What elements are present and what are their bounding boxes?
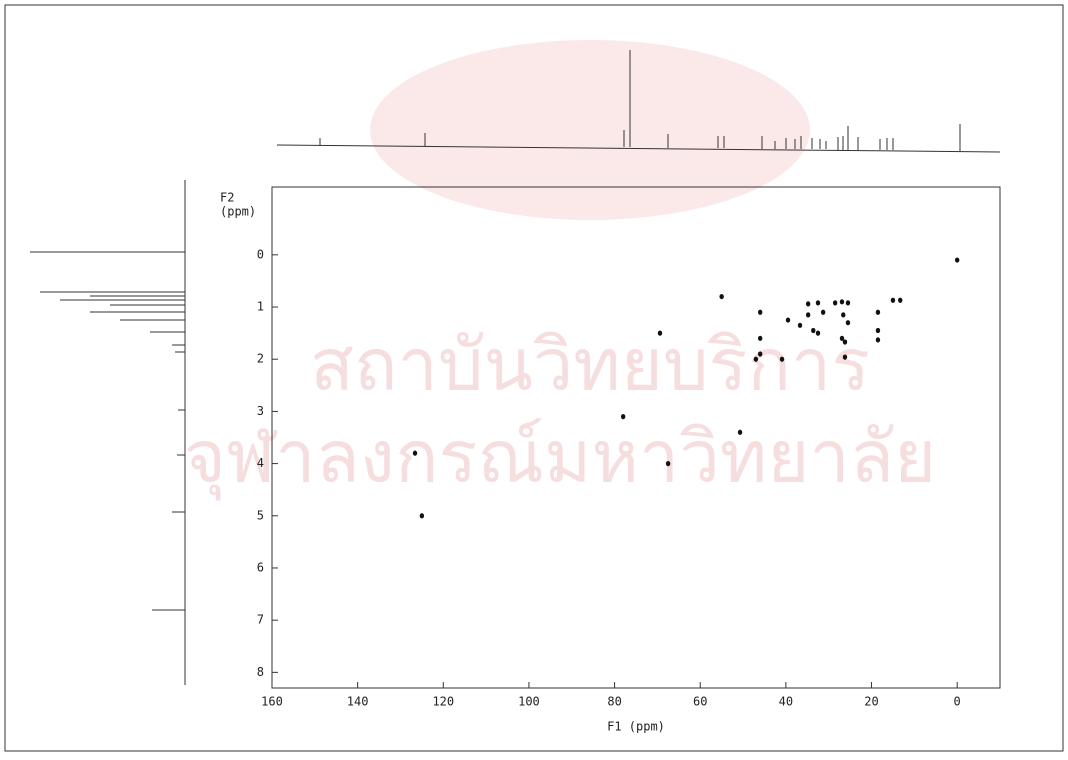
x-tick-label: 40 — [779, 695, 793, 709]
x-tick-label: 100 — [518, 695, 540, 709]
left-projection — [30, 180, 186, 685]
cross-peak — [805, 312, 811, 318]
y-tick-label: 4 — [257, 456, 264, 470]
top-projection — [276, 50, 1001, 153]
cross-peak — [875, 309, 881, 315]
watermark: จุฬาลงกรณ์มหาวิทยาลัย — [184, 415, 936, 501]
y-axis-label: F2 — [220, 191, 234, 205]
cross-peak — [845, 320, 851, 326]
cross-peak — [890, 297, 896, 303]
cross-peak — [805, 301, 811, 307]
x-tick-label: 160 — [261, 695, 283, 709]
cross-peak — [841, 312, 846, 318]
cross-peak — [845, 300, 851, 306]
x-tick-label: 140 — [347, 695, 369, 709]
plot-frame — [271, 186, 1001, 689]
cross-peak — [842, 339, 848, 345]
cross-peak — [757, 335, 763, 341]
y-tick-label: 3 — [257, 404, 264, 418]
cross-peak — [898, 297, 903, 303]
y-tick-label: 7 — [257, 613, 264, 627]
cross-peak — [820, 309, 826, 315]
y-tick-label: 2 — [257, 352, 264, 366]
cross-peak — [797, 322, 803, 328]
cross-peak — [811, 327, 816, 334]
cross-peak — [719, 293, 724, 300]
x-axis-label: F1 (ppm) — [607, 720, 665, 734]
cross-peak — [737, 429, 743, 435]
cross-peak — [419, 513, 425, 519]
y-tick-label: 8 — [257, 665, 264, 679]
x-tick-label: 120 — [432, 695, 454, 709]
cross-peak — [839, 335, 845, 341]
cross-peak — [954, 257, 960, 263]
x-tick-label: 80 — [607, 695, 621, 709]
x-tick-label: 20 — [864, 695, 878, 709]
y-tick-label: 0 — [257, 247, 264, 261]
cross-peak — [815, 300, 821, 306]
cross-peak — [875, 327, 881, 334]
watermark: สถาบันวิทยบริการ — [310, 323, 870, 407]
cross-peak — [839, 299, 845, 305]
cross-peak — [657, 330, 663, 336]
y-tick-label: 5 — [257, 508, 264, 522]
cross-peak — [757, 351, 763, 357]
cross-peak — [815, 330, 821, 336]
cross-peak — [412, 450, 418, 456]
cross-peak — [757, 309, 763, 315]
cross-peak — [875, 337, 881, 343]
y-tick-label: 6 — [257, 560, 264, 574]
y-tick-label: 1 — [257, 300, 264, 314]
cross-peak — [832, 300, 838, 306]
cross-peak — [779, 356, 785, 362]
watermark-crest — [370, 40, 810, 220]
x-tick-label: 60 — [693, 695, 707, 709]
y-axis-label: (ppm) — [220, 205, 256, 219]
cross-peak — [842, 354, 848, 360]
cross-peak — [620, 414, 626, 420]
cross-peak — [753, 356, 759, 362]
cross-peak — [665, 460, 671, 467]
cross-peak — [785, 317, 791, 323]
x-tick-label: 0 — [954, 695, 961, 709]
